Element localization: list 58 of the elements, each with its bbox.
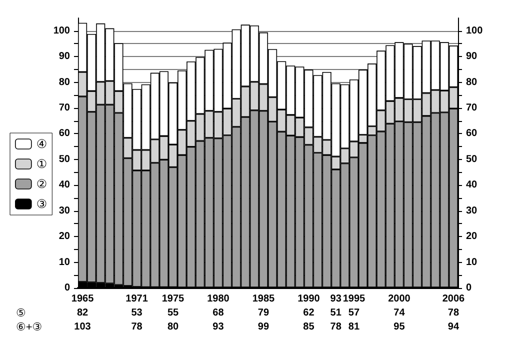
- text: 78: [330, 322, 342, 332]
- y2-tick-label: 60: [466, 128, 478, 140]
- text: 82: [76, 308, 89, 318]
- x-tick-label: 93: [330, 294, 342, 304]
- text: 79: [258, 308, 270, 318]
- y2-tick-label: 40: [466, 180, 478, 191]
- y2-tick-label: 70: [466, 102, 478, 114]
- y2-tick-label: 80: [466, 76, 478, 88]
- x-tick-label: 2006: [442, 294, 466, 304]
- text: 80: [167, 322, 179, 332]
- y2-tick-label: 10: [466, 256, 478, 268]
- text: 78: [448, 308, 460, 318]
- text: 51: [330, 308, 342, 318]
- y-tick-label: 20: [58, 231, 70, 242]
- text: 68: [212, 308, 224, 318]
- text: 95: [394, 322, 406, 332]
- x-tick-label: 2000: [388, 294, 411, 304]
- text: 94: [448, 322, 460, 332]
- text: 85: [303, 322, 315, 332]
- y-tick-label: 50: [58, 154, 70, 165]
- y-tick-label: 40: [58, 180, 70, 191]
- x-tick-label: 1971: [126, 294, 148, 304]
- y-tick-label: 100: [53, 25, 70, 36]
- x-tick-label: 1990: [298, 294, 320, 304]
- y2-tick-label: 100: [466, 25, 484, 36]
- x-tick-label: 1980: [207, 294, 230, 304]
- y2-tick-label: 0: [466, 282, 472, 294]
- legend-label: ④: [36, 137, 48, 151]
- text: 78: [131, 322, 143, 332]
- text: 93: [212, 322, 224, 332]
- text: 55: [167, 308, 179, 318]
- text: 99: [258, 322, 270, 332]
- y-tick-label: 10: [58, 256, 70, 268]
- y2-tick-label: 20: [466, 231, 478, 242]
- x-tick-label: 1995: [342, 294, 366, 304]
- y-tick-label: 0: [64, 282, 70, 294]
- text: 81: [348, 322, 360, 332]
- y2-tick-label: 50: [466, 154, 478, 165]
- y-tick-label: 30: [58, 205, 70, 216]
- text: 103: [74, 322, 92, 332]
- text: 62: [303, 308, 315, 318]
- text: ⑤: [16, 308, 26, 320]
- y-tick-label: 90: [58, 51, 70, 62]
- y2-tick-label: 90: [466, 51, 478, 62]
- x-tick-label: 1975: [162, 294, 185, 304]
- legend-label: ③: [36, 197, 48, 211]
- legend-label: ②: [36, 177, 48, 191]
- text: ⑥+③: [16, 322, 42, 334]
- text: 74: [394, 308, 406, 318]
- x-tick-label: 1965: [71, 294, 94, 304]
- y-tick-label: 80: [58, 76, 70, 88]
- x-tick-label: 1985: [252, 294, 276, 304]
- y2-tick-label: 30: [466, 205, 478, 216]
- y-tick-label: 70: [58, 102, 70, 114]
- y-tick-label: 60: [58, 128, 70, 140]
- legend-label: ①: [36, 157, 48, 171]
- text: 57: [348, 308, 360, 318]
- text: 53: [131, 308, 143, 318]
